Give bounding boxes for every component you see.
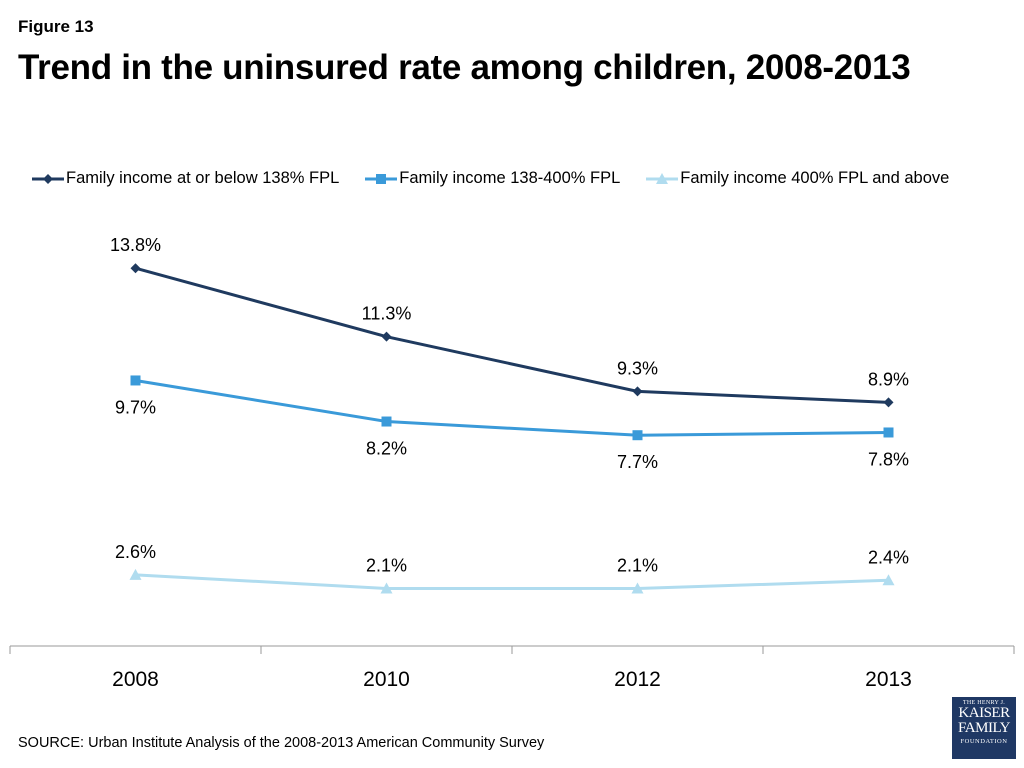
series-1-label-2012: 7.7% — [617, 452, 658, 472]
x-tick-label-2010: 2010 — [363, 668, 410, 691]
logo-line-4: FOUNDATION — [960, 738, 1008, 745]
figure-label: Figure 13 — [18, 17, 94, 36]
x-tick-label-2013: 2013 — [865, 668, 912, 691]
series-1-marker-2008 — [130, 375, 141, 386]
kff-logo: THE HENRY J. KAISER FAMILY FOUNDATION — [952, 697, 1016, 759]
series-0-marker-2008 — [130, 263, 141, 274]
legend-swatch-mid-income — [365, 173, 398, 184]
legend-item-low-income: Family income at or below 138% FPL — [32, 169, 339, 188]
series-2-label-2010: 2.1% — [366, 556, 407, 576]
series-1-marker-2010 — [381, 416, 392, 427]
series-2-label-2008: 2.6% — [115, 542, 156, 562]
legend-label-low-income: Family income at or below 138% FPL — [66, 169, 340, 187]
series-1-marker-2012 — [632, 430, 643, 441]
series-0-label-2008: 13.8% — [110, 235, 161, 255]
logo-line-2: KAISER — [958, 705, 1010, 721]
logo-line-1: THE HENRY J. — [962, 700, 1006, 706]
series-line-0 — [135, 266, 889, 404]
legend-item-mid-income: Family income 138-400% FPL — [365, 169, 620, 188]
x-tick-label-2008: 2008 — [112, 668, 159, 691]
series-0-marker-2010 — [381, 331, 392, 342]
legend-item-high-income: Family income 400% FPL and above — [646, 169, 949, 188]
source-note: SOURCE: Urban Institute Analysis of the … — [18, 735, 545, 751]
legend-swatch-low-income — [32, 173, 64, 184]
line-chart: 2008 2010 2012 2013 13.8% 11.3% 9.3% 8.9% 9.7% 8.… — [9, 235, 1015, 691]
series-0-marker-2013 — [883, 397, 894, 408]
x-tick-label-2012: 2012 — [614, 668, 661, 691]
legend-label-mid-income: Family income 138-400% FPL — [399, 169, 621, 187]
series-0-label-2012: 9.3% — [617, 358, 658, 378]
series-line-1 — [135, 378, 889, 437]
chart-legend: Family income at or below 138% FPL Famil… — [32, 169, 949, 188]
chart-title: Trend in the uninsured rate among childr… — [18, 48, 911, 87]
series-2-marker-2010 — [380, 582, 393, 594]
series-2-label-2013: 2.4% — [868, 547, 909, 567]
series-0-marker-2012 — [632, 386, 643, 397]
legend-label-high-income: Family income 400% FPL and above — [680, 169, 950, 187]
series-0-label-2013: 8.9% — [868, 369, 909, 389]
series-1-marker-2013 — [883, 427, 894, 438]
series-2-marker-2013 — [882, 574, 895, 586]
series-1-label-2010: 8.2% — [366, 439, 407, 459]
series-2-marker-2012 — [631, 582, 644, 594]
series-2-marker-2008 — [129, 568, 142, 580]
series-line-2 — [135, 573, 889, 591]
logo-line-3: FAMILY — [958, 720, 1010, 736]
legend-swatch-high-income — [646, 172, 679, 184]
series-1-label-2008: 9.7% — [115, 397, 156, 417]
series-2-label-2012: 2.1% — [617, 556, 658, 576]
series-1-label-2013: 7.8% — [868, 449, 909, 469]
series-0-label-2010: 11.3% — [362, 304, 412, 324]
